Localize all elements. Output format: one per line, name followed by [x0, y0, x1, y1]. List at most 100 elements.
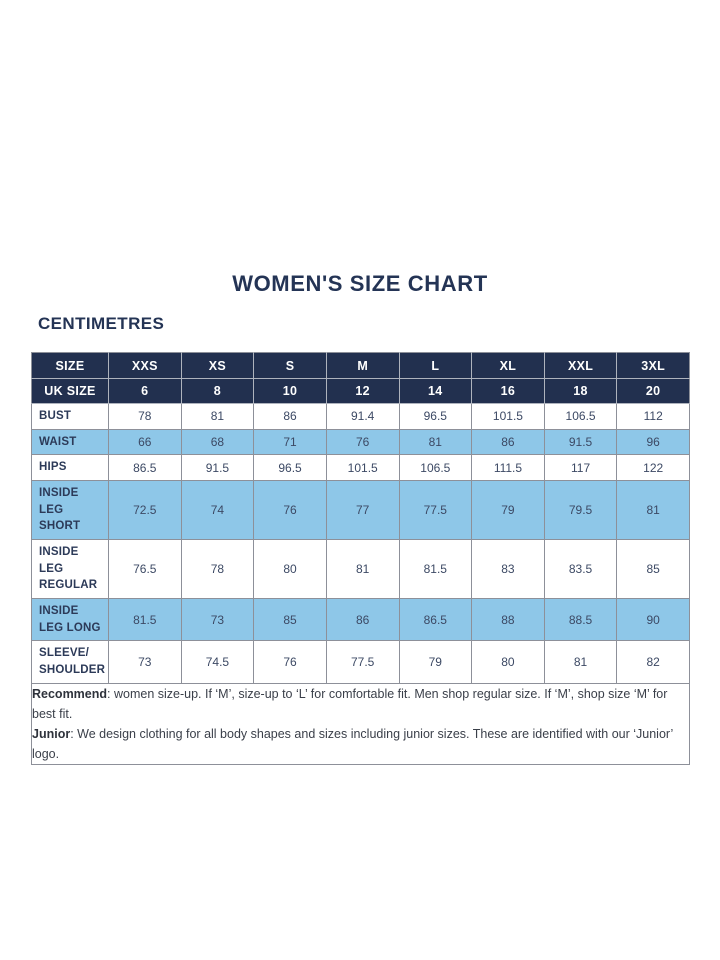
size-header-row: SIZE XXS XS S M L XL XXL 3XL: [31, 352, 690, 379]
row-label-cell: BUST: [31, 403, 109, 430]
size-value-cell: 81: [325, 539, 400, 600]
size-value-cell: 122: [616, 454, 690, 482]
footnote-row: Recommend: women size-up. If ‘M’, size-u…: [31, 682, 690, 765]
size-value-cell: 111.5: [471, 454, 545, 482]
size-value-cell: 96.5: [398, 403, 473, 430]
size-value-cell: 86: [471, 428, 545, 456]
header-value-cell: 6: [108, 378, 182, 404]
size-table-head: SIZE XXS XS S M L XL XXL 3XL UK SIZE 6 8 10 12 14 16 18 2…: [31, 352, 690, 404]
size-value-cell: 81: [543, 640, 618, 684]
size-value-cell: 79.5: [543, 480, 618, 541]
size-value-cell: 81: [616, 480, 690, 541]
header-value-cell: XS: [180, 352, 255, 379]
header-value-cell: 12: [325, 378, 400, 404]
size-value-cell: 77.5: [398, 480, 473, 541]
table-row: INSIDE LEG REGULAR 76.5 78 80 81 81.5 83 83.5 85: [31, 539, 690, 600]
header-label-cell: UK SIZE: [31, 378, 109, 404]
header-value-cell: 18: [543, 378, 618, 404]
size-table-body: BUST 78 81 86 91.4 96.5 101.5 106.5 112 WAIST 66 68…: [31, 403, 690, 684]
header-value-cell: XXS: [108, 352, 182, 379]
table-row: SLEEVE/ SHOULDER 73 74.5 76 77.5 79 80 81 82: [31, 640, 690, 684]
size-value-cell: 81: [180, 403, 255, 430]
size-value-cell: 77: [325, 480, 400, 541]
size-value-cell: 81: [398, 428, 473, 456]
size-value-cell: 106.5: [543, 403, 618, 430]
size-value-cell: 74: [180, 480, 255, 541]
size-value-cell: 76: [325, 428, 400, 456]
size-value-cell: 80: [253, 539, 327, 600]
size-value-cell: 85: [253, 598, 327, 642]
size-value-cell: 83.5: [543, 539, 618, 600]
size-value-cell: 81.5: [398, 539, 473, 600]
size-value-cell: 96: [616, 428, 690, 456]
size-value-cell: 79: [398, 640, 473, 684]
table-row: BUST 78 81 86 91.4 96.5 101.5 106.5 112: [31, 403, 690, 430]
size-value-cell: 86.5: [108, 454, 182, 482]
size-value-cell: 91.5: [543, 428, 618, 456]
size-value-cell: 71: [253, 428, 327, 456]
size-value-cell: 90: [616, 598, 690, 642]
footnote: Recommend: women size-up. If ‘M’, size-u…: [31, 682, 690, 765]
size-value-cell: 112: [616, 403, 690, 430]
size-value-cell: 83: [471, 539, 545, 600]
size-value-cell: 77.5: [325, 640, 400, 684]
size-value-cell: 91.5: [180, 454, 255, 482]
size-value-cell: 82: [616, 640, 690, 684]
size-value-cell: 68: [180, 428, 255, 456]
size-value-cell: 78: [180, 539, 255, 600]
size-value-cell: 86: [325, 598, 400, 642]
header-value-cell: S: [253, 352, 327, 379]
header-label-cell: SIZE: [31, 352, 109, 379]
size-value-cell: 91.4: [325, 403, 400, 430]
row-label-cell: INSIDE LEG SHORT: [31, 480, 109, 541]
footnote-line: Recommend: women size-up. If ‘M’, size-u…: [32, 686, 668, 721]
table-row: INSIDE LEG SHORT 72.5 74 76 77 77.5 79 79.5 81: [31, 480, 690, 541]
size-value-cell: 117: [543, 454, 618, 482]
header-value-cell: XL: [471, 352, 545, 379]
size-value-cell: 76.5: [108, 539, 182, 600]
header-value-cell: 10: [253, 378, 327, 404]
size-value-cell: 81.5: [108, 598, 182, 642]
size-value-cell: 66: [108, 428, 182, 456]
footnote-line: Junior: We design clothing for all body …: [32, 726, 673, 761]
header-value-cell: 3XL: [616, 352, 690, 379]
size-value-cell: 96.5: [253, 454, 327, 482]
size-value-cell: 76: [253, 640, 327, 684]
uk-size-header-row: UK SIZE 6 8 10 12 14 16 18 20: [31, 378, 690, 404]
row-label-cell: WAIST: [31, 428, 109, 456]
size-value-cell: 88: [471, 598, 545, 642]
header-value-cell: M: [325, 352, 400, 379]
size-value-cell: 76: [253, 480, 327, 541]
row-label-cell: INSIDE LEG REGULAR: [31, 539, 109, 600]
size-value-cell: 73: [108, 640, 182, 684]
size-table: SIZE XXS XS S M L XL XXL 3XL UK SIZE 6 8 10 12 14 16 18 2…: [31, 352, 690, 765]
size-value-cell: 101.5: [471, 403, 545, 430]
size-value-cell: 85: [616, 539, 690, 600]
header-value-cell: 16: [471, 378, 545, 404]
header-value-cell: XXL: [543, 352, 618, 379]
header-value-cell: L: [398, 352, 473, 379]
footnote-lead: Recommend: [32, 686, 108, 701]
size-value-cell: 88.5: [543, 598, 618, 642]
header-value-cell: 20: [616, 378, 690, 404]
page-title: WOMEN'S SIZE CHART: [232, 271, 488, 296]
size-value-cell: 79: [471, 480, 545, 541]
size-value-cell: 106.5: [398, 454, 473, 482]
header-value-cell: 14: [398, 378, 473, 404]
size-value-cell: 80: [471, 640, 545, 684]
size-value-cell: 72.5: [108, 480, 182, 541]
header-value-cell: 8: [180, 378, 255, 404]
table-row: WAIST 66 68 71 76 81 86 91.5 96: [31, 428, 690, 456]
size-value-cell: 86: [253, 403, 327, 430]
footnote-lead: Junior: [32, 726, 71, 741]
row-label-cell: SLEEVE/ SHOULDER: [31, 640, 109, 684]
table-row: INSIDE LEG LONG 81.5 73 85 86 86.5 88 88.5 90: [31, 598, 690, 642]
row-label-cell: INSIDE LEG LONG: [31, 598, 109, 642]
size-value-cell: 74.5: [180, 640, 255, 684]
size-value-cell: 86.5: [398, 598, 473, 642]
units-heading: CENTIMETRES: [38, 314, 165, 333]
size-value-cell: 101.5: [325, 454, 400, 482]
size-value-cell: 78: [108, 403, 182, 430]
table-row: HIPS 86.5 91.5 96.5 101.5 106.5 111.5 117 122: [31, 454, 690, 482]
